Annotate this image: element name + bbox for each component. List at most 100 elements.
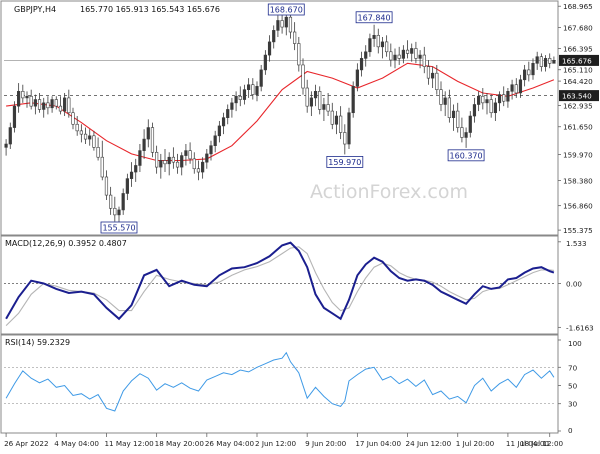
candle: [263, 50, 267, 75]
candle: [510, 79, 514, 100]
candle: [489, 94, 493, 118]
candle-body: [209, 145, 213, 155]
candle-body: [201, 161, 205, 173]
candle: [477, 91, 481, 112]
candle: [129, 162, 134, 187]
price-tick-label: 162.935: [563, 102, 593, 111]
macd-tick-label: 1.533: [566, 239, 587, 248]
time-tick-label: 2 Jun 12:00: [255, 439, 297, 448]
candle-body: [343, 132, 347, 145]
candle-body: [397, 54, 401, 59]
time-tick-label: 4 May 04:00: [54, 439, 99, 448]
candle-body: [489, 99, 493, 114]
candle: [364, 45, 368, 67]
candle: [380, 36, 385, 59]
candle-body: [485, 99, 489, 104]
price-tick-label: 159.970: [563, 150, 593, 159]
candle: [523, 64, 527, 87]
candle: [155, 145, 159, 174]
time-tick-label: 11 Jul 04:00: [506, 439, 550, 448]
candle: [259, 64, 263, 92]
candle-body: [25, 95, 29, 99]
candle: [439, 81, 443, 112]
candle: [401, 45, 405, 64]
candle: [431, 66, 435, 89]
candle: [334, 111, 339, 135]
candle-body: [150, 127, 155, 153]
candle-body: [301, 64, 305, 89]
time-axis: 26 Apr 2022 4 May 04:00 11 May 12:00 18 May…: [4, 433, 564, 448]
candle: [46, 96, 50, 115]
candle-body: [163, 160, 167, 165]
candle: [242, 84, 247, 105]
price-annotations-layer: 155.570 168.670 159.970 167.840 160.370: [100, 3, 485, 234]
candle: [322, 97, 326, 121]
price-axis: 168.965 167.680 166.395 165.110 164.420 162.9…: [558, 2, 599, 235]
candle-body: [180, 155, 184, 168]
candle-body: [238, 95, 242, 100]
candle: [83, 127, 88, 145]
candle-body: [100, 156, 104, 178]
current-price-label: 165.676: [562, 56, 592, 65]
candle: [531, 58, 535, 80]
candle-body: [439, 89, 443, 105]
candle: [159, 153, 163, 179]
time-tick-label: 18 May 20:00: [155, 439, 205, 448]
candle: [389, 43, 393, 67]
candle: [17, 83, 21, 113]
candle-body: [247, 84, 251, 90]
candle-body: [531, 63, 535, 76]
candle-body: [67, 97, 71, 114]
candle-body: [188, 150, 192, 160]
instrument-label: GBPJPY,H4: [14, 5, 56, 14]
price-tick-label: 165.110: [563, 66, 593, 75]
candle-body: [372, 35, 376, 39]
candle-body: [117, 209, 121, 216]
candle: [472, 97, 477, 123]
candle: [460, 117, 464, 143]
candle: [355, 63, 359, 92]
candle-body: [460, 127, 464, 138]
candle: [297, 36, 301, 72]
candle-body: [410, 48, 414, 54]
candle-body: [313, 91, 318, 99]
candle-body: [414, 48, 418, 59]
candle: [506, 88, 510, 108]
candle: [113, 196, 117, 222]
candle-body: [129, 171, 134, 179]
candle-body: [255, 86, 259, 95]
candle-body: [506, 91, 510, 102]
candle-body: [21, 91, 25, 99]
candle: [251, 78, 255, 100]
moving-average-line: [6, 62, 555, 162]
candle: [75, 116, 79, 136]
annotation-box: [267, 3, 305, 16]
candle-body: [267, 41, 272, 56]
candle-body: [242, 89, 247, 100]
candle-body: [234, 95, 238, 104]
candle: [21, 84, 25, 103]
candle: [410, 43, 414, 62]
macd-axis: 1.533 0.00 -1.6163: [558, 239, 594, 332]
candle: [543, 55, 548, 72]
candle-body: [29, 95, 33, 107]
candle-body: [514, 84, 518, 94]
candle-body: [464, 132, 468, 138]
candle-body: [339, 115, 343, 133]
candle: [238, 86, 242, 107]
candle: [418, 50, 422, 69]
candle: [552, 56, 556, 64]
candle: [121, 188, 125, 215]
candle-body: [456, 110, 460, 128]
candle-body: [493, 102, 497, 114]
price-tick-label: 167.680: [563, 23, 593, 32]
price-tick-label: 161.650: [563, 123, 593, 132]
candle: [109, 186, 113, 215]
candle: [29, 89, 33, 110]
candle: [280, 12, 284, 34]
candle-body: [318, 91, 322, 110]
candle-body: [309, 97, 313, 107]
candle: [405, 40, 410, 59]
candle: [359, 51, 364, 77]
